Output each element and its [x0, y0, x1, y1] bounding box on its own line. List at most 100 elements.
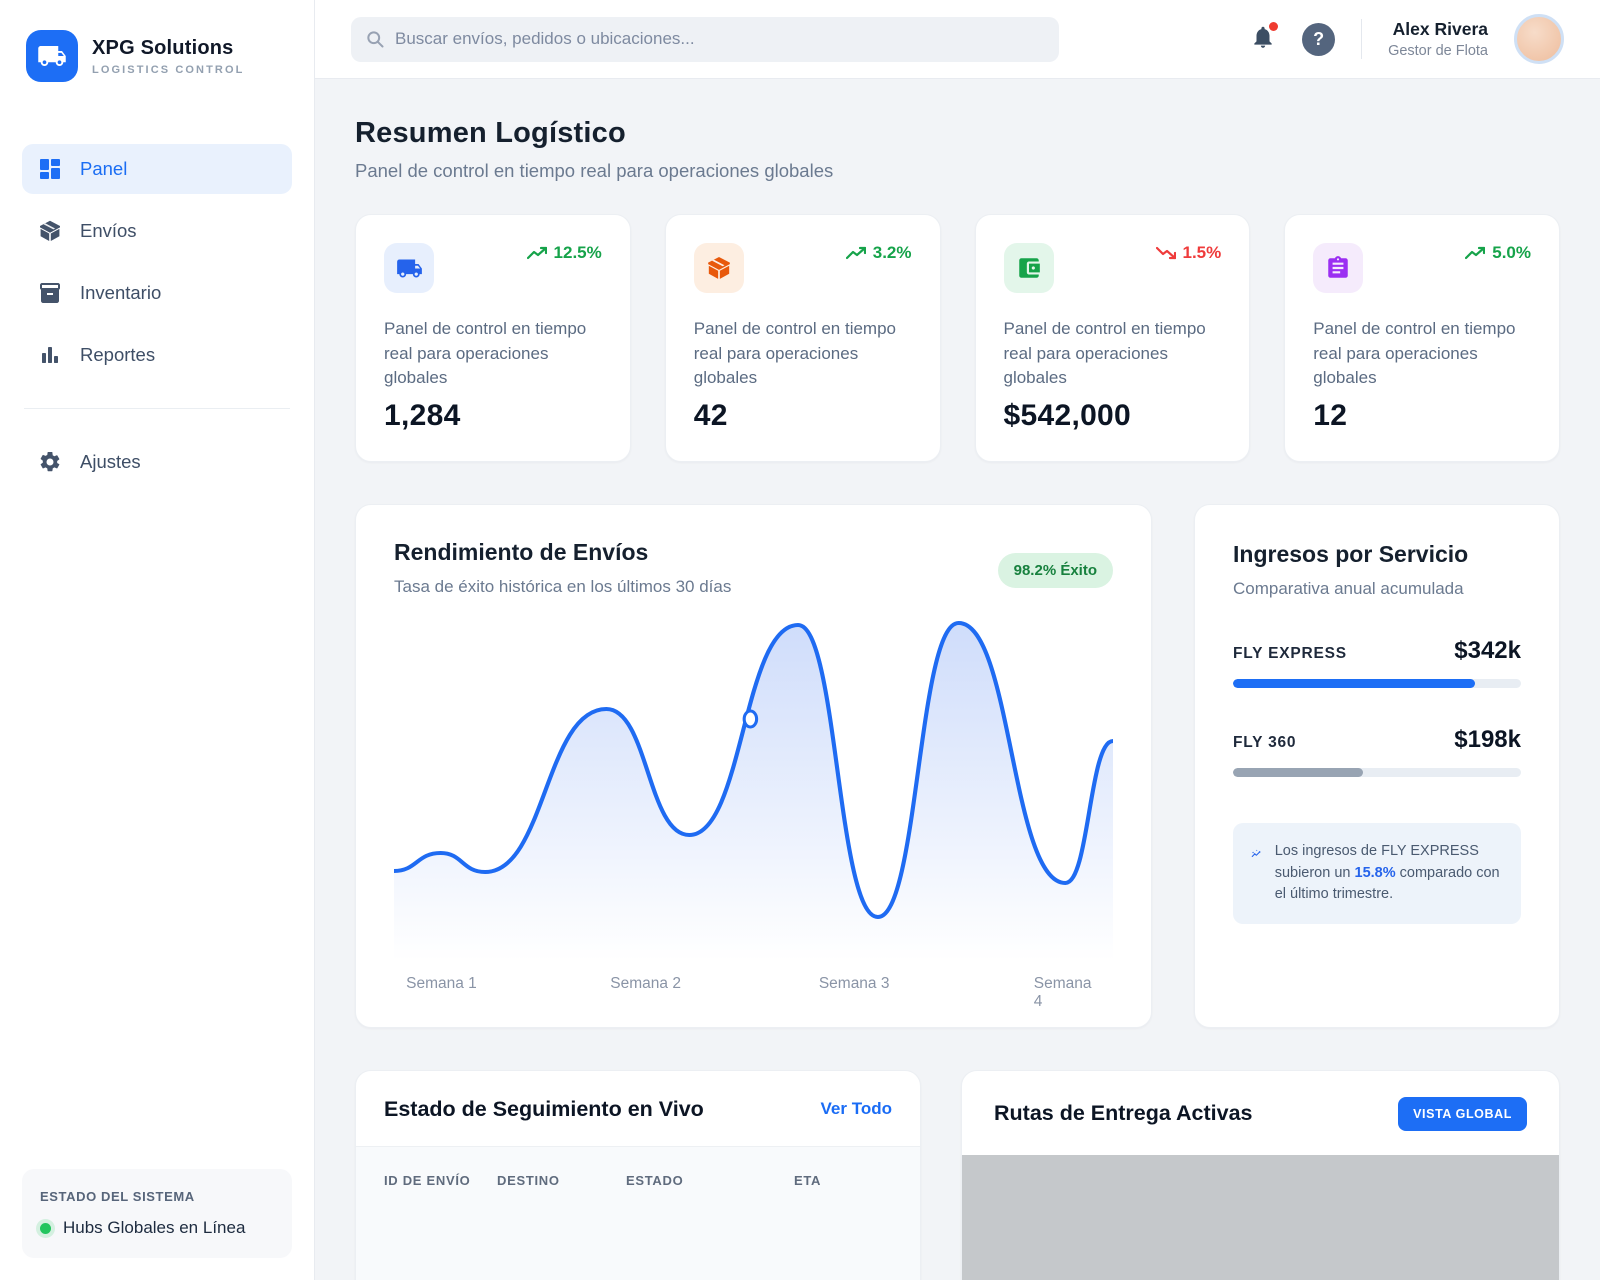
page-title: Resumen Logístico — [355, 117, 626, 149]
search-input[interactable] — [395, 29, 1045, 49]
clipboard-icon — [1328, 256, 1348, 278]
nav-divider — [24, 408, 290, 409]
bell-icon — [1254, 26, 1272, 48]
live-tracking-card: Estado de Seguimiento en Vivo Ver Todo I… — [355, 1069, 921, 1280]
stat-label: Panel de control en tiempo real para ope… — [693, 319, 896, 388]
insight-highlight: 15.8% — [1354, 864, 1396, 881]
page-content: Resumen Logístico Panel de control en ti… — [315, 79, 1600, 1280]
sidebar-item-envios[interactable]: Envíos — [22, 206, 292, 256]
tracking-table-header: ID DE ENVÍO DESTINO ESTADO ETA — [356, 1145, 920, 1280]
sidebar-nav: Panel Envíos Inventario Reportes Ajustes — [22, 144, 292, 487]
column-header-destination: DESTINO — [497, 1172, 560, 1188]
trending-down-icon — [1155, 246, 1176, 260]
search-box — [351, 16, 1059, 62]
view-all-link[interactable]: Ver Todo — [820, 1099, 892, 1119]
stat-value: 12 — [1313, 398, 1348, 432]
trend-indicator: 3.2% — [845, 243, 912, 263]
service-name: FLY EXPRESS — [1233, 644, 1347, 662]
truck-icon — [38, 46, 66, 66]
stat-value: 42 — [693, 398, 728, 432]
x-tick-label: Semana 4 — [1033, 974, 1092, 1010]
chart-title: Rendimiento de Envíos — [394, 538, 649, 565]
inventory-icon — [40, 283, 60, 303]
topbar-divider — [1361, 19, 1363, 59]
active-routes-card: Rutas de Entrega Activas VISTA GLOBAL — [961, 1069, 1560, 1280]
truck-icon — [396, 259, 422, 277]
user-name: Alex Rivera — [1392, 19, 1488, 39]
x-axis-labels: Semana 1 Semana 2 Semana 3 Semana 4 — [394, 974, 1113, 1010]
progress-track — [1233, 767, 1521, 777]
insight-box: Los ingresos de FLY EXPRESS subieron un … — [1233, 822, 1521, 925]
line-chart: Semana 1 Semana 2 Semana 3 Semana 4 — [394, 620, 1113, 1010]
service-value: $342k — [1454, 636, 1521, 664]
sidebar-item-reportes[interactable]: Reportes — [22, 330, 292, 380]
sidebar: XPG Solutions LOGISTICS CONTROL Panel En… — [0, 0, 315, 1280]
wallet-icon — [1018, 258, 1040, 278]
stat-card-orders: 3.2% Panel de control en tiempo real par… — [664, 214, 941, 462]
brand-name: XPG Solutions — [92, 36, 234, 59]
system-status-value: Hubs Globales en Línea — [63, 1218, 246, 1237]
column-header-eta: ETA — [794, 1172, 822, 1188]
help-button[interactable]: ? — [1302, 22, 1336, 56]
chart-subtitle: Tasa de éxito histórica en los últimos 3… — [394, 576, 732, 596]
sidebar-item-inventario[interactable]: Inventario — [22, 268, 292, 318]
global-view-button[interactable]: VISTA GLOBAL — [1398, 1096, 1527, 1131]
sidebar-item-label: Ajustes — [80, 451, 141, 472]
stat-value: $542,000 — [1003, 398, 1132, 432]
progress-fill — [1233, 767, 1363, 777]
stat-label: Panel de control en tiempo real para ope… — [1003, 319, 1206, 388]
service-value: $198k — [1454, 725, 1521, 753]
notifications-button[interactable] — [1250, 21, 1279, 55]
trending-up-icon — [1465, 246, 1486, 260]
routes-map[interactable] — [962, 1154, 1559, 1280]
sidebar-item-ajustes[interactable]: Ajustes — [22, 437, 292, 487]
trending-up-icon — [526, 246, 547, 260]
brand: XPG Solutions LOGISTICS CONTROL — [22, 26, 292, 82]
stat-value: 1,284 — [384, 398, 461, 432]
revenue-title: Ingresos por Servicio — [1233, 540, 1469, 567]
service-name: FLY 360 — [1233, 733, 1297, 751]
x-tick-label: Semana 1 — [406, 974, 477, 992]
package-icon — [707, 256, 730, 279]
topbar: ? Alex Rivera Gestor de Flota — [315, 0, 1600, 79]
trend-indicator: 1.5% — [1155, 243, 1221, 263]
trend-indicator: 5.0% — [1465, 243, 1531, 263]
sidebar-item-panel[interactable]: Panel — [22, 144, 292, 194]
insight-text: Los ingresos de FLY EXPRESS subieron un … — [1274, 842, 1500, 903]
stats-grid: 12.5% Panel de control en tiempo real pa… — [355, 214, 1560, 462]
dashboard-icon — [40, 159, 60, 179]
gear-icon — [40, 451, 60, 472]
stat-label: Panel de control en tiempo real para ope… — [1313, 319, 1516, 388]
column-header-shipment-id: ID DE ENVÍO — [384, 1172, 471, 1188]
package-icon — [40, 220, 60, 241]
service-revenue-card: Ingresos por Servicio Comparativa anual … — [1194, 503, 1560, 1028]
sidebar-item-label: Envíos — [80, 220, 137, 241]
online-status-dot — [40, 1222, 51, 1234]
chart-line — [394, 620, 1113, 919]
avatar[interactable] — [1514, 14, 1564, 64]
main-area: ? Alex Rivera Gestor de Flota Resumen Lo… — [315, 0, 1600, 1280]
sidebar-item-label: Inventario — [80, 282, 162, 303]
page-subtitle: Panel de control en tiempo real para ope… — [355, 160, 834, 181]
service-row-fly-express: FLY EXPRESS $342k — [1233, 637, 1521, 688]
sidebar-item-label: Panel — [80, 158, 128, 179]
stat-card-shipments: 12.5% Panel de control en tiempo real pa… — [355, 214, 631, 462]
sparkle-trend-icon — [1251, 849, 1261, 857]
shipment-performance-card: Rendimiento de Envíos Tasa de éxito hist… — [355, 503, 1152, 1028]
trend-indicator: 12.5% — [526, 243, 602, 263]
stat-card-tasks: 5.0% Panel de control en tiempo real par… — [1284, 214, 1560, 462]
stat-label: Panel de control en tiempo real para ope… — [384, 319, 587, 388]
system-status-title: ESTADO DEL SISTEMA — [40, 1189, 195, 1204]
revenue-subtitle: Comparativa anual acumulada — [1233, 578, 1464, 598]
stat-card-revenue: 1.5% Panel de control en tiempo real par… — [974, 214, 1251, 462]
line-chart-svg — [394, 620, 1113, 961]
success-rate-badge: 98.2% Éxito — [997, 552, 1113, 588]
sidebar-item-label: Reportes — [80, 344, 156, 365]
service-row-fly-360: FLY 360 $198k — [1233, 726, 1521, 777]
tracking-title: Estado de Seguimiento en Vivo — [384, 1096, 704, 1121]
brand-logo — [26, 30, 78, 82]
chart-area-fill — [394, 622, 1113, 961]
chart-marker[interactable] — [742, 709, 759, 729]
progress-track — [1233, 678, 1521, 688]
